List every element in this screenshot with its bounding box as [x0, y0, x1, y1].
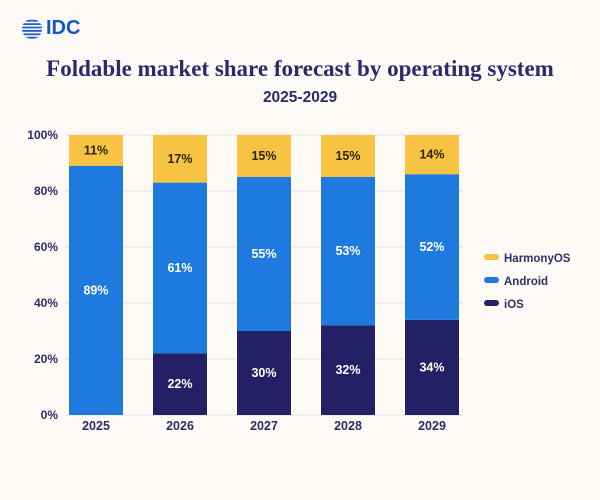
svg-text:14%: 14% — [419, 148, 444, 162]
svg-text:30%: 30% — [251, 366, 276, 380]
svg-text:20%: 20% — [34, 352, 58, 366]
svg-text:iOS: iOS — [504, 299, 524, 311]
svg-text:2025: 2025 — [82, 419, 110, 433]
svg-text:0%: 0% — [41, 408, 59, 422]
svg-text:HarmonyOS: HarmonyOS — [504, 253, 571, 265]
svg-text:22%: 22% — [167, 377, 192, 391]
svg-text:100%: 100% — [27, 128, 58, 142]
svg-text:11%: 11% — [84, 143, 108, 157]
svg-text:55%: 55% — [251, 247, 276, 261]
svg-text:60%: 60% — [34, 240, 58, 254]
svg-text:61%: 61% — [167, 261, 192, 275]
svg-text:Android: Android — [504, 276, 548, 288]
svg-text:2026: 2026 — [166, 419, 194, 433]
svg-text:2029: 2029 — [418, 419, 446, 433]
svg-text:40%: 40% — [34, 296, 58, 310]
svg-text:2027: 2027 — [250, 419, 278, 433]
svg-text:80%: 80% — [34, 184, 58, 198]
svg-text:53%: 53% — [335, 244, 360, 258]
svg-text:17%: 17% — [167, 152, 192, 166]
svg-text:52%: 52% — [419, 240, 444, 254]
svg-text:15%: 15% — [335, 149, 360, 163]
svg-text:89%: 89% — [83, 283, 108, 297]
svg-text:15%: 15% — [251, 149, 276, 163]
svg-text:2028: 2028 — [334, 419, 362, 433]
svg-text:34%: 34% — [419, 360, 444, 374]
svg-text:32%: 32% — [335, 363, 360, 377]
